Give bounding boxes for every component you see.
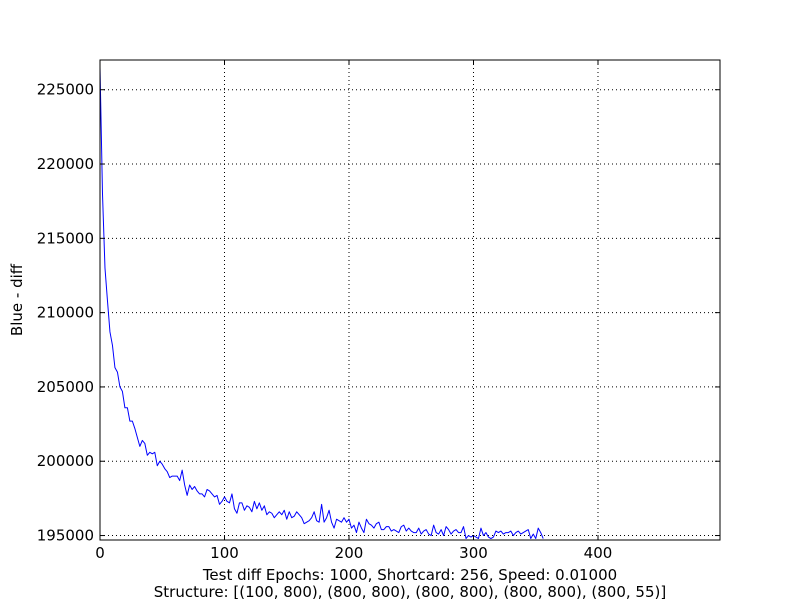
y-tick-label: 215000 xyxy=(37,229,94,247)
y-tick-label: 220000 xyxy=(37,155,94,173)
y-tick-label: 200000 xyxy=(37,452,94,470)
y-tick-label: 195000 xyxy=(37,527,94,545)
series-layer xyxy=(99,67,544,540)
plot-frame xyxy=(99,59,721,541)
x-axis-caption-line-1: Test diff Epochs: 1000, Shortcard: 256, … xyxy=(202,566,617,584)
grid-lines xyxy=(99,60,720,540)
x-axis-caption-line-2: Structure: [(100, 800), (800, 800), (800… xyxy=(154,583,666,600)
x-tick-label: 100 xyxy=(210,544,239,562)
tick-labels-layer: 0 100 200 300 400 195000 200000 205000 210000 215… xyxy=(37,81,613,562)
series-line xyxy=(99,67,544,540)
y-tick-label: 210000 xyxy=(37,304,94,322)
x-tick-label: 0 xyxy=(95,544,105,562)
y-tick-label: 225000 xyxy=(37,81,94,99)
x-tick-label: 200 xyxy=(335,544,364,562)
x-tick-label: 400 xyxy=(584,544,613,562)
x-tick-label: 300 xyxy=(459,544,488,562)
y-tick-label: 205000 xyxy=(37,378,94,396)
ticks-layer xyxy=(99,60,720,540)
y-axis-title: Blue - diff xyxy=(8,263,26,336)
